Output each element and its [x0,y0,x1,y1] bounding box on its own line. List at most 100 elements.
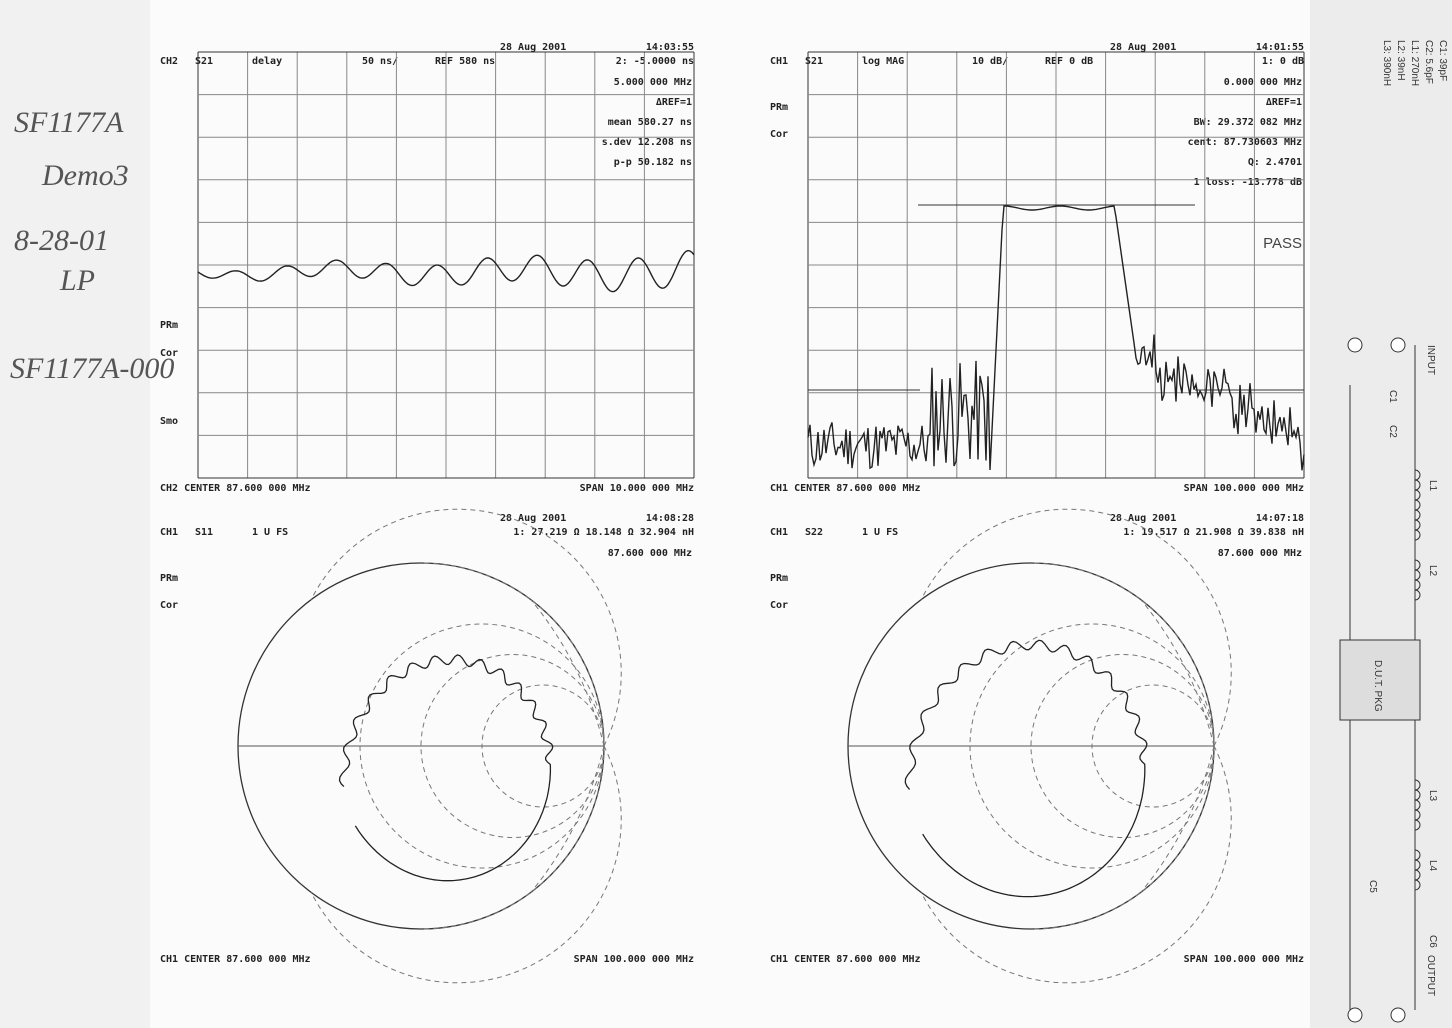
format: 1 U FS [862,527,898,538]
channel: CH1 [770,56,788,67]
footer-center: CH1 CENTER 87.600 000 MHz [160,954,311,965]
pass-flag: PASS [1263,235,1302,252]
status-flag: Cor [770,600,788,611]
time: 14:08:28 [646,513,694,524]
footer-span: SPAN 10.000 000 MHz [580,483,694,494]
part-label: L2 [1427,565,1438,577]
handwritten-note: LP [59,264,95,297]
footer-span: SPAN 100.000 000 MHz [574,954,694,965]
inductor [1414,849,1421,891]
reactance-arc [530,745,605,893]
time: 14:03:55 [646,42,694,53]
footer-span: SPAN 100.000 000 MHz [1184,483,1304,494]
parameter: S21 [805,56,823,67]
schematic-strip [1310,0,1452,1028]
part-label: L1 [1427,480,1438,492]
terminal [1347,337,1363,353]
date: 28 Aug 2001 [1110,42,1176,53]
marker-readout: 1: 19.517 Ω 21.908 Ω 39.838 nH [1123,527,1304,538]
terminal-label: INPUT [1425,345,1436,375]
status-flag: Cor [160,348,178,359]
format: log MAG [862,56,904,67]
format: delay [252,56,282,67]
reactance-arc [530,599,605,747]
part-label: L3 [1427,790,1438,802]
inductor [1414,779,1421,831]
status-flag: PRm [160,573,178,584]
channel: CH2 [160,56,178,67]
time: 14:01:55 [1256,42,1304,53]
status-flag: PRm [770,573,788,584]
handwritten-note: SF1177A [14,106,124,139]
dut-box [1339,639,1421,721]
time: 14:07:18 [1256,513,1304,524]
marker-readout: 2: -5.0000 ns [616,56,694,67]
trace [904,639,1148,898]
footer-center: CH2 CENTER 87.600 000 MHz [160,483,311,494]
parameter: S11 [195,527,213,538]
part-value: C1: 39pF [1437,40,1448,81]
part-label: C1 [1387,390,1398,403]
parameter: S21 [195,56,213,67]
channel: CH1 [770,527,788,538]
part-value: L2: 39nH [1395,40,1406,81]
trace [197,249,695,293]
handwritten-note: 8-28-01 [14,224,109,257]
reactance-arc [1140,599,1215,747]
readout: 87.600 000 MHz [608,548,692,559]
reactance-arc [420,562,605,747]
readout: 0.000 000 MHz [1224,77,1302,88]
reactance-arc [920,508,1232,747]
terminal [1347,1007,1363,1023]
reference: REF 580 ns [435,56,495,67]
dut-label: D.U.T. PKG [1372,660,1383,712]
scan-shadow [0,0,150,1028]
readout: 87.600 000 MHz [1218,548,1302,559]
terminal [1390,337,1406,353]
reactance-arc [920,745,1232,984]
readout: mean 580.27 ns [608,117,692,128]
part-value: C2: 5.6pF [1423,40,1434,84]
reference: REF 0 dB [1045,56,1093,67]
inductor [1414,469,1421,541]
handwritten-note: SF1177A-000 [10,352,174,385]
readout: s.dev 12.208 ns [602,137,692,148]
format: 1 U FS [252,527,288,538]
smith-chart [237,508,622,984]
readout: 5.000 000 MHz [614,77,692,88]
status-flag: PRm [160,320,178,331]
reactance-arc [420,745,605,930]
readout: ΔREF=1 [656,97,692,108]
parameter: S22 [805,527,823,538]
status-flag: Smo [160,416,178,427]
part-value: L1: 270nH [1409,40,1420,86]
reactance-arc [1030,745,1215,930]
readout: p-p 50.182 ns [614,157,692,168]
part-label: L4 [1427,860,1438,872]
date: 28 Aug 2001 [500,42,566,53]
footer-center: CH1 CENTER 87.600 000 MHz [770,954,921,965]
readout: Q: 2.4701 [1248,157,1302,168]
scale: 10 dB/ [972,56,1008,67]
date: 28 Aug 2001 [1110,513,1176,524]
part-label: C6 [1427,935,1438,948]
readout: cent: 87.730603 MHz [1188,137,1302,148]
part-label: C5 [1367,880,1378,893]
trace [338,654,554,882]
trace [807,205,1305,471]
marker-readout: 1: 0 dB [1262,56,1304,67]
scale: 50 ns/ [362,56,398,67]
reactance-arc [1140,745,1215,893]
terminal-label: OUTPUT [1425,955,1436,996]
channel: CH1 [160,527,178,538]
reactance-arc [1030,562,1215,747]
marker-readout: 1: 27.219 Ω 18.148 Ω 32.904 nH [513,527,694,538]
terminal [1390,1007,1406,1023]
status-flag: Cor [160,600,178,611]
readout: BW: 29.372 082 MHz [1194,117,1302,128]
reactance-arc [310,745,622,984]
readout: ΔREF=1 [1266,97,1302,108]
footer-center: CH1 CENTER 87.600 000 MHz [770,483,921,494]
